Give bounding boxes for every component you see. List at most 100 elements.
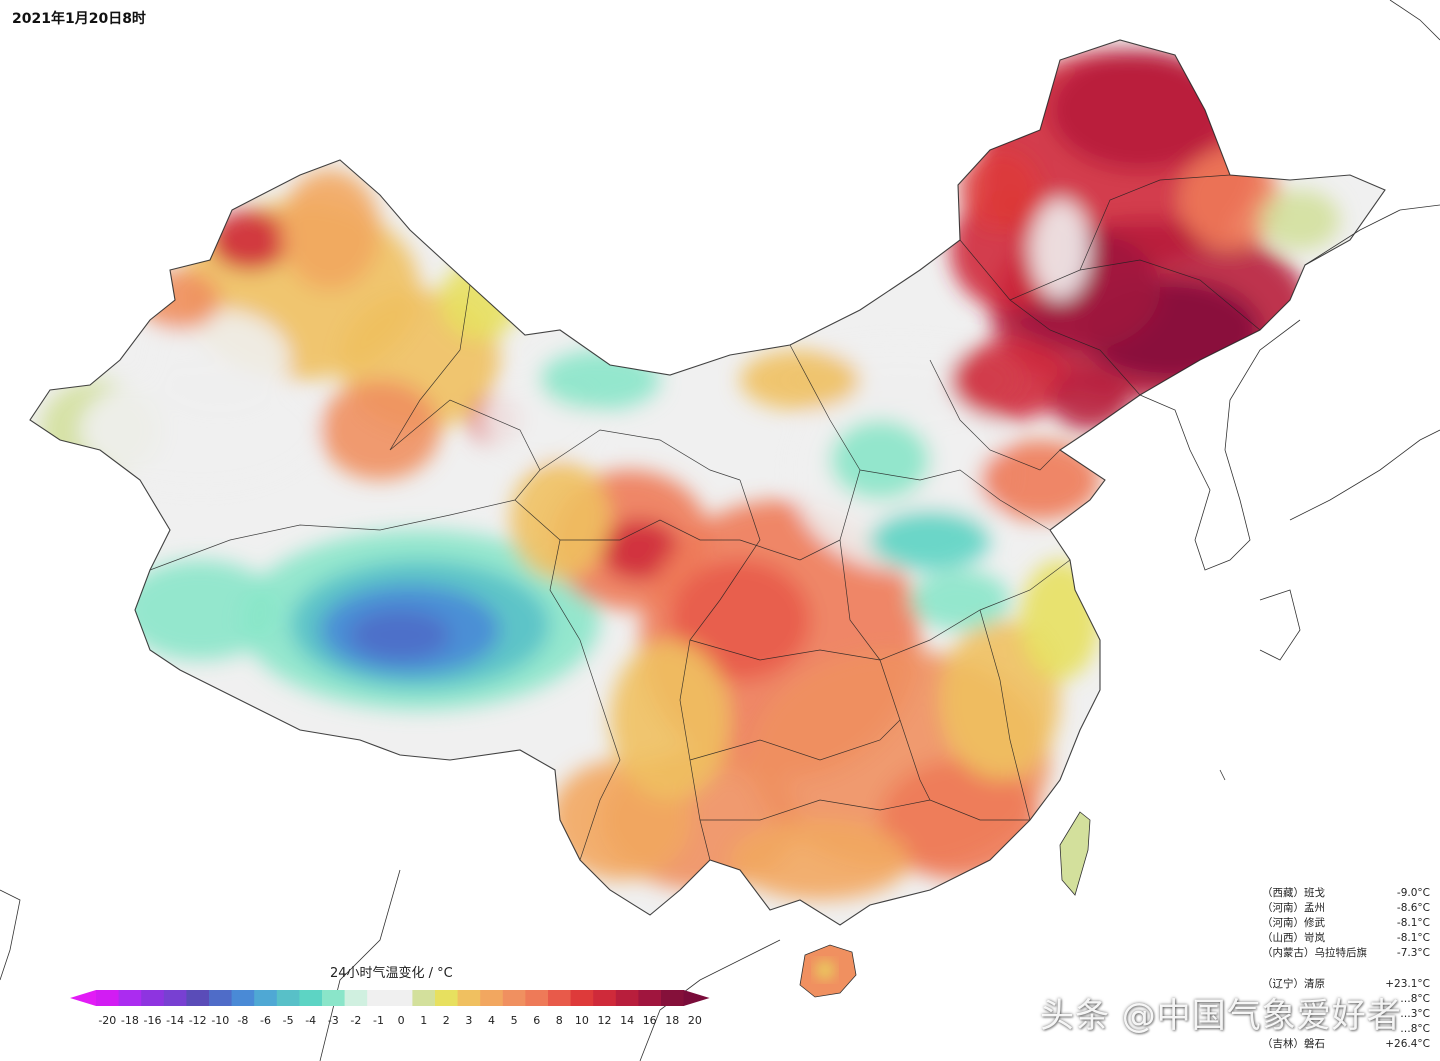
legend-tick-label: 4	[488, 1014, 495, 1027]
legend-arrow-min	[70, 990, 96, 1006]
temperature-blob	[320, 380, 440, 480]
temperature-blob	[1020, 560, 1100, 680]
legend-swatch	[502, 990, 526, 1006]
stat-region: （西藏）班戈	[1262, 887, 1325, 899]
temperature-blob	[210, 210, 290, 270]
stat-region: （内蒙古）乌拉特后旗	[1262, 947, 1367, 959]
stat-row: （河南）孟州 -8.6°C	[1262, 901, 1430, 916]
temperature-blob	[1180, 150, 1280, 250]
stat-value: -8.1°C	[1396, 917, 1430, 929]
province-borders	[29, 39, 1386, 926]
stat-row: （山西）岢岚 -8.1°C	[1262, 931, 1430, 946]
legend-swatch	[322, 990, 346, 1006]
legend-tick-label: 20	[688, 1014, 702, 1027]
stat-region: （山西）岢岚	[1262, 932, 1325, 944]
legend-tick-label: 14	[620, 1014, 634, 1027]
extreme-stats: （西藏）班戈 -9.0°C （河南）孟州 -8.6°C （河南）修武 -8.1°C （山西）…	[1262, 886, 1430, 1052]
stat-value: +23.1°C	[1385, 978, 1430, 990]
legend-title: 24小时气温变化 / °C	[330, 966, 453, 981]
stat-value: …3°C	[1400, 1008, 1430, 1020]
temperature-blob	[140, 270, 220, 330]
taiwan	[1059, 811, 1091, 896]
legend-tick-label: 1	[420, 1014, 427, 1027]
legend-tick-label: 5	[511, 1014, 518, 1027]
watermark: 头条 @中国气象爱好者	[1040, 996, 1402, 1036]
legend-tick-label: 3	[465, 1014, 472, 1027]
stat-region: （辽宁）清原	[1262, 978, 1325, 990]
legend-swatch	[209, 990, 233, 1006]
stat-value: -9.0°C	[1396, 887, 1430, 899]
stat-row: （河南）修武 -8.1°C	[1262, 916, 1430, 931]
legend-swatch	[299, 990, 323, 1006]
legend-swatch	[412, 990, 436, 1006]
temperature-blob	[120, 560, 280, 660]
stat-row: （西藏）班戈 -9.0°C	[1262, 886, 1430, 901]
legend-tick-label: -8	[237, 1014, 248, 1027]
temperature-blob	[150, 310, 290, 410]
legend-swatch	[186, 990, 210, 1006]
legend-tick-label: -3	[328, 1014, 339, 1027]
legend-swatch	[525, 990, 549, 1006]
stat-row: …8°C	[1262, 1022, 1430, 1037]
stat-region: （河南）孟州	[1262, 902, 1325, 914]
color-legend: -20 -18 -16 -14 -12 -10 -8 -6 -5 -4 -3 -2 -1 0 1 2 3 4 5 6 8…	[70, 990, 710, 1027]
legend-swatch	[141, 990, 165, 1006]
warm-extremes: （辽宁）清原 +23.1°C …8°C …3°C …8°C （吉林）磐石 +26.4°C	[1262, 977, 1430, 1052]
legend-swatch	[367, 990, 391, 1006]
stat-region: （吉林）磐石	[1262, 1038, 1325, 1050]
stat-row: （吉林）磐石 +26.4°C	[1262, 1037, 1430, 1052]
temperature-blob	[610, 640, 730, 800]
temperature-blob	[960, 150, 1040, 230]
hainan	[799, 944, 857, 998]
legend-swatch	[615, 990, 639, 1006]
temperature-blob	[870, 510, 990, 570]
temperature-blob	[730, 820, 910, 900]
stat-row: …3°C	[1262, 1007, 1430, 1022]
temperature-blob	[1030, 200, 1090, 300]
legend-tick-label: -5	[283, 1014, 294, 1027]
legend-bar	[70, 990, 710, 1006]
legend-tick-label: -14	[166, 1014, 184, 1027]
timestamp: 2021年1月20日8时	[12, 11, 146, 27]
temperature-blob	[910, 570, 1010, 630]
temperature-blob	[1050, 370, 1130, 430]
cold-extremes: （西藏）班戈 -9.0°C （河南）孟州 -8.6°C （河南）修武 -8.1°C （山西）…	[1262, 886, 1430, 961]
legend-arrow-max	[683, 990, 710, 1006]
legend-tick-label: 6	[533, 1014, 540, 1027]
legend-tick-label: 10	[575, 1014, 589, 1027]
stat-value: -7.3°C	[1396, 947, 1430, 959]
legend-swatch	[593, 990, 617, 1006]
temperature-blob	[350, 610, 450, 660]
stat-value: -8.1°C	[1396, 932, 1430, 944]
temperature-blob	[740, 350, 860, 410]
temperature-blob	[510, 460, 610, 580]
stat-row: （内蒙古）乌拉特后旗 -7.3°C	[1262, 946, 1430, 961]
stat-region: （河南）修武	[1262, 917, 1325, 929]
legend-tick-label: 8	[556, 1014, 563, 1027]
legend-ticks: -20 -18 -16 -14 -12 -10 -8 -6 -5 -4 -3 -2 -1 0 1 2 3 4 5 6 8…	[98, 1014, 702, 1027]
temperature-blob	[980, 440, 1100, 520]
legend-swatch	[480, 990, 504, 1006]
legend-swatch	[661, 990, 685, 1006]
temperature-blob	[830, 420, 930, 500]
legend-tick-label: 0	[398, 1014, 405, 1027]
legend-tick-label: -16	[144, 1014, 162, 1027]
legend-tick-label: -6	[260, 1014, 271, 1027]
legend-tick-label: -4	[305, 1014, 316, 1027]
legend-tick-label: -20	[98, 1014, 116, 1027]
temperature-blob	[670, 560, 810, 680]
temperature-blob	[280, 170, 380, 290]
legend-swatch	[96, 990, 120, 1006]
legend-swatch	[435, 990, 459, 1006]
legend-swatch	[548, 990, 572, 1006]
stat-value: -8.6°C	[1396, 902, 1430, 914]
legend-swatch	[457, 990, 481, 1006]
legend-swatch	[254, 990, 278, 1006]
temperature-blob	[950, 340, 1070, 420]
temperature-blob	[440, 260, 520, 340]
legend-swatch	[344, 990, 368, 1006]
temperature-blob	[1050, 50, 1230, 170]
legend-tick-label: -2	[350, 1014, 361, 1027]
